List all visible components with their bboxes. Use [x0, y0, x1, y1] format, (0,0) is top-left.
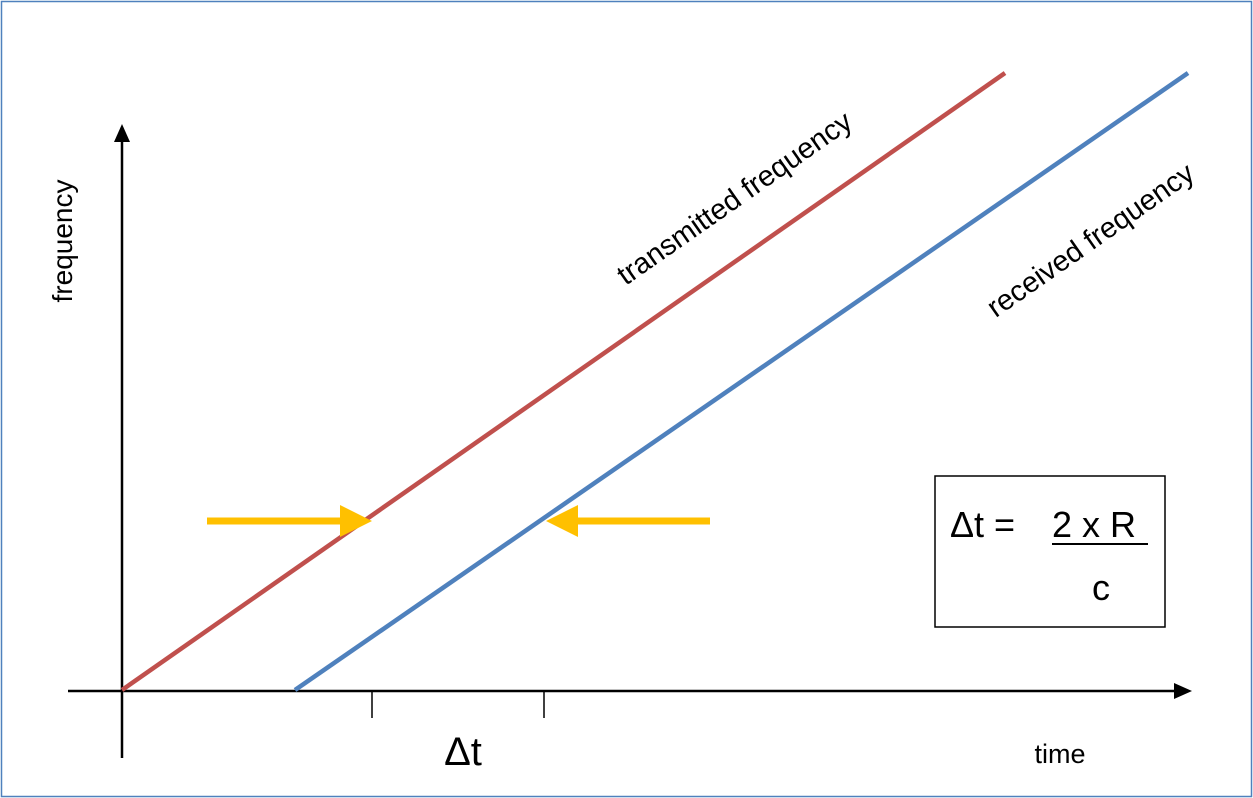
received-frequency-label: received frequency [981, 157, 1200, 324]
formula-numerator: 2 x R [1052, 504, 1136, 545]
y-axis-arrowhead [114, 124, 130, 142]
transmitted-frequency-line [120, 71, 1007, 692]
x-axis-label: time [1034, 739, 1085, 769]
formula-denominator: c [1092, 567, 1110, 608]
formula-box [934, 475, 1166, 628]
formula-lhs: Δt = [950, 504, 1025, 545]
delay-arrow-right-head [546, 505, 578, 537]
received-frequency-line [293, 71, 1190, 692]
delta-t-label: Δt [444, 730, 482, 774]
y-axis-label: frequency [47, 180, 78, 303]
delay-arrow-left-head [340, 505, 372, 537]
x-axis-arrowhead [1174, 683, 1192, 699]
